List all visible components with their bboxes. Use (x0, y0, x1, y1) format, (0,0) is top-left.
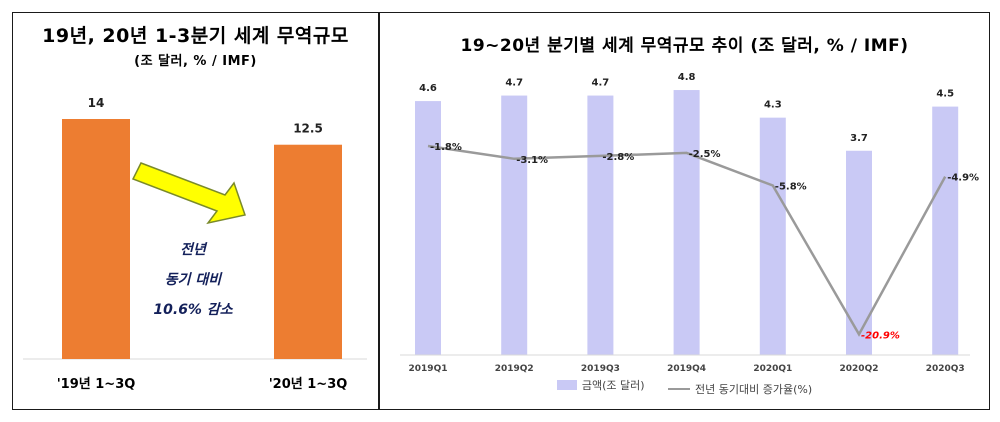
right-bar-value-label: 4.7 (592, 78, 610, 89)
right-combo-chart: 4.6 2019Q1 4.7 2019Q2 4.7 2019Q3 4.8 2019Q4 4.3 2… (400, 72, 979, 374)
decrease-callout: 전년 동기 대비 10.6% 감소 (143, 235, 243, 325)
right-category-label: 2020Q2 (840, 364, 879, 374)
right-bar-value-label: 3.7 (850, 133, 868, 144)
left-bar (62, 119, 130, 359)
right-category-label: 2019Q3 (581, 364, 620, 374)
right-bar-value-label: 4.7 (505, 78, 523, 89)
left-bar-value-label: 14 (88, 96, 105, 110)
right-bar (673, 90, 700, 355)
legend-label-amount: 금액(조 달러) (581, 379, 645, 392)
left-chart-subtitle: (조 달러, % / IMF) (134, 54, 257, 69)
legend-item-growth: 전년 동기대비 증가율(%) (668, 381, 812, 397)
growth-rate-label: -2.8% (602, 152, 634, 163)
left-category-label: '20년 1~3Q (269, 377, 348, 392)
legend-swatch-line (668, 388, 691, 390)
left-chart-panel: 19년, 20년 1-3분기 세계 무역규모 (조 달러, % / IMF) 1… (12, 12, 379, 410)
right-bar-value-label: 4.3 (764, 100, 782, 111)
callout-line-2: 동기 대비 (164, 272, 222, 288)
growth-rate-label: -2.5% (689, 149, 721, 160)
left-bar-value-label: 12.5 (293, 122, 323, 136)
growth-rate-label: -4.9% (947, 173, 979, 184)
right-bar (415, 101, 441, 355)
growth-rate-line (427, 144, 947, 337)
decrease-arrow-icon (131, 162, 246, 225)
right-bar-value-label: 4.5 (936, 89, 954, 100)
right-chart-legend: 금액(조 달러) 전년 동기대비 증가율(%) (380, 377, 989, 397)
growth-rate-label: -20.9% (861, 330, 900, 341)
callout-line-1: 전년 (180, 242, 206, 258)
left-bar-chart: 14 '19년 1~3Q 12.5 '20년 1~3Q (23, 96, 367, 392)
right-bar-value-label: 4.8 (678, 72, 696, 83)
right-bar (501, 95, 528, 355)
right-bar (587, 95, 614, 355)
legend-label-growth: 전년 동기대비 증가율(%) (695, 383, 813, 396)
right-category-label: 2020Q3 (926, 364, 965, 374)
right-category-label: 2019Q4 (667, 364, 706, 374)
right-category-label: 2020Q1 (753, 364, 792, 374)
growth-rate-label: -1.8% (430, 142, 462, 153)
right-bar (846, 150, 872, 355)
growth-rate-label: -5.8% (775, 181, 807, 192)
right-chart-title: 19~20년 분기별 세계 무역규모 추이 (조 달러, % / IMF) (460, 36, 909, 56)
right-bar (759, 117, 786, 355)
right-bar-value-label: 4.6 (419, 83, 437, 94)
left-category-label: '19년 1~3Q (57, 377, 136, 392)
legend-item-amount: 금액(조 달러) (556, 377, 645, 393)
right-category-label: 2019Q2 (495, 364, 534, 374)
left-chart-title: 19년, 20년 1-3분기 세계 무역규모 (42, 25, 349, 47)
legend-swatch-bar (556, 380, 577, 390)
right-chart-panel: 19~20년 분기별 세계 무역규모 추이 (조 달러, % / IMF) 4.… (379, 12, 990, 410)
left-bar (274, 144, 342, 359)
right-bar (932, 106, 959, 355)
right-category-label: 2019Q1 (409, 364, 448, 374)
callout-line-3: 10.6% 감소 (153, 302, 233, 318)
growth-rate-label: -3.1% (516, 155, 548, 166)
